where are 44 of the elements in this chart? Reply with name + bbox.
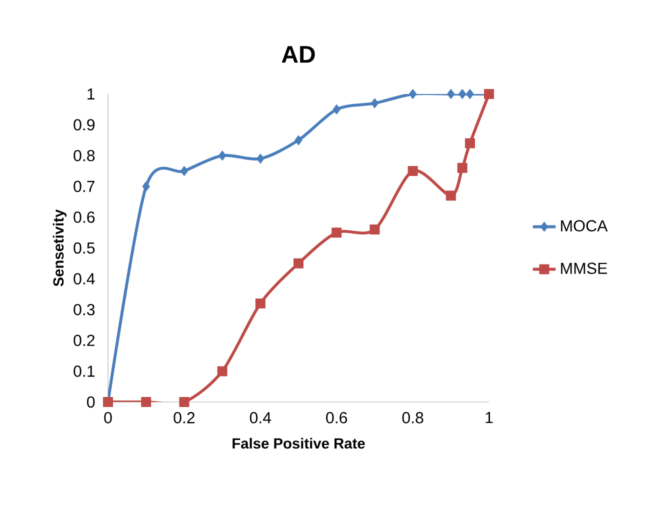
legend-label: MMSE — [561, 262, 608, 274]
point — [447, 88, 455, 99]
y-tick-label: 0.6 — [74, 212, 95, 223]
point — [294, 135, 302, 146]
x-tick-label: 0.4 — [250, 412, 272, 424]
x-tick-label: 0.2 — [174, 412, 195, 424]
point — [141, 397, 152, 407]
point — [179, 397, 190, 407]
y-tick-label: 0.1 — [74, 366, 95, 377]
y-tick-label: 0.4 — [74, 273, 95, 284]
point — [255, 298, 266, 308]
y-tick-label: 0.7 — [74, 180, 94, 192]
point — [408, 166, 418, 176]
x-tick-label: 0.8 — [402, 412, 424, 424]
point — [370, 98, 379, 108]
chart-title: AD — [282, 46, 315, 63]
point — [457, 162, 468, 173]
x-tick-label: 0 — [104, 412, 112, 424]
point — [142, 181, 150, 192]
point — [332, 104, 340, 114]
x-axis-title: False Positive Rate — [232, 438, 365, 449]
x-tick-label: 1 — [486, 412, 493, 424]
y-tick-label: 0.3 — [74, 304, 95, 316]
point — [217, 366, 228, 376]
y-tick-label: 0.5 — [74, 242, 95, 254]
point — [294, 258, 304, 268]
point — [446, 190, 456, 201]
legend-label: MOCA — [561, 220, 608, 232]
point — [256, 154, 264, 164]
point — [408, 88, 417, 99]
point — [464, 138, 475, 148]
y-axis-title: Sensetivity — [52, 209, 67, 286]
point — [458, 88, 466, 99]
y-tick-label: 0.9 — [74, 119, 95, 130]
x-tick-label: 0.6 — [326, 412, 348, 424]
y-tick-label: 1 — [88, 88, 95, 100]
point — [466, 88, 474, 99]
y-tick-label: 0.8 — [74, 150, 95, 162]
y-tick-label: 0 — [87, 396, 95, 408]
point — [218, 150, 226, 161]
point — [332, 228, 342, 238]
point — [180, 166, 188, 176]
y-tick-label: 0.2 — [74, 334, 94, 346]
point — [370, 224, 380, 235]
